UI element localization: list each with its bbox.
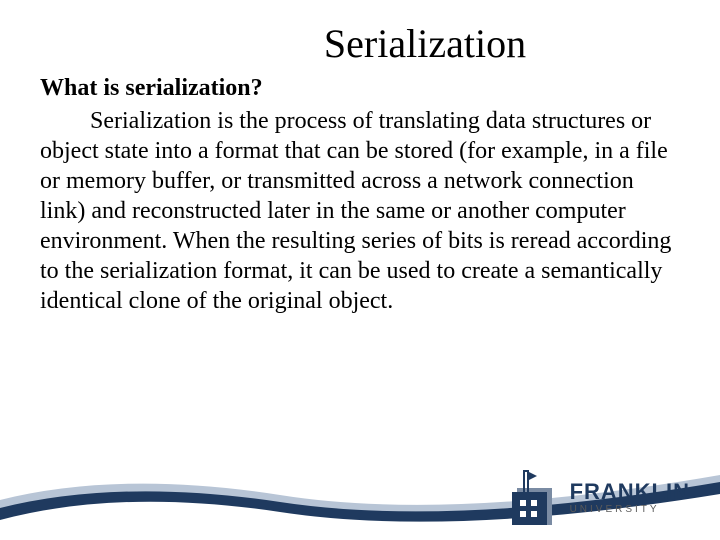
logo-subtitle: UNIVERSITY (570, 505, 690, 515)
logo-name: FRANKLIN (570, 481, 690, 503)
logo-text: FRANKLIN UNIVERSITY (570, 481, 690, 515)
slide-title: Serialization (170, 20, 680, 67)
logo-icon (507, 470, 562, 525)
body-paragraph: Serialization is the process of translat… (40, 106, 680, 316)
section-heading: What is serialization? (40, 75, 680, 102)
body-text-content: Serialization is the process of translat… (40, 108, 671, 314)
slide-container: Serialization What is serialization? Ser… (0, 0, 720, 540)
logo: FRANKLIN UNIVERSITY (507, 470, 690, 525)
